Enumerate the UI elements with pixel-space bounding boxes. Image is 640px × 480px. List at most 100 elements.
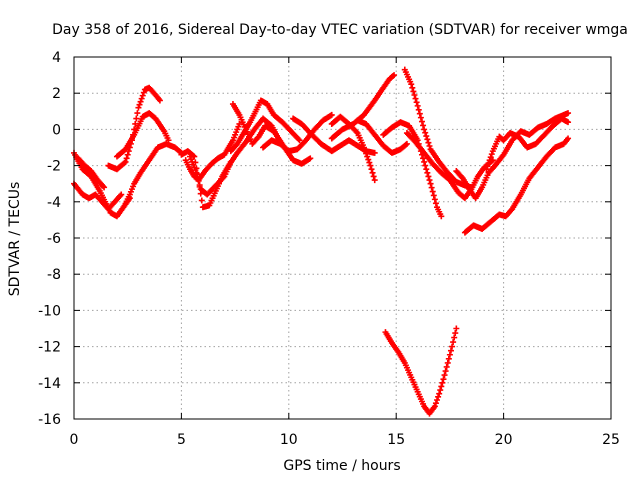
data-point: [408, 81, 415, 88]
data-point: [409, 84, 416, 91]
data-point: [360, 144, 367, 151]
data-point: [421, 126, 428, 133]
y-axis-label: SDTVAR / TECUs: [7, 182, 23, 297]
series-track-4: [105, 84, 163, 173]
data-point: [432, 200, 439, 207]
y-tick-label: -10: [38, 303, 61, 319]
data-point: [125, 148, 132, 155]
data-point: [439, 379, 446, 386]
data-point: [427, 180, 434, 187]
data-point: [367, 162, 374, 169]
data-point: [445, 355, 452, 362]
series-track-23: [382, 325, 460, 417]
data-point: [449, 343, 456, 350]
data-point: [410, 88, 417, 95]
data-point: [432, 400, 439, 407]
series-track-16: [354, 117, 410, 156]
y-tick-label: 0: [52, 122, 61, 138]
data-point: [438, 213, 445, 220]
data-point: [196, 182, 203, 189]
data-point: [434, 396, 441, 403]
data-point: [420, 155, 427, 162]
data-point: [366, 159, 373, 166]
data-point: [447, 347, 454, 354]
series-track-19: [403, 130, 496, 202]
data-point: [389, 73, 396, 80]
data-point: [123, 155, 130, 162]
data-point: [440, 376, 447, 383]
data-point: [428, 184, 435, 191]
data-point: [411, 92, 418, 99]
data-point: [296, 137, 303, 144]
data-point: [134, 110, 141, 117]
plot-frame: [73, 56, 612, 420]
data-point: [423, 133, 430, 140]
data-point: [442, 368, 449, 375]
y-tick-label: -12: [38, 340, 61, 356]
data-point: [121, 159, 128, 166]
series-track-17: [380, 119, 445, 220]
data-point: [424, 169, 431, 176]
data-point: [227, 158, 234, 165]
series-track-3: [75, 155, 108, 191]
data-point: [437, 387, 444, 394]
data-point: [430, 192, 437, 199]
x-tick-label: 25: [602, 432, 620, 448]
data-point: [423, 166, 430, 173]
data-point: [486, 157, 493, 164]
data-point: [124, 151, 131, 158]
data-point: [424, 136, 431, 143]
data-point: [416, 110, 423, 117]
data-point: [122, 158, 129, 165]
y-tick-label: 4: [52, 50, 61, 66]
grid-lines: [74, 57, 611, 419]
data-point: [418, 118, 425, 125]
series-track-21: [483, 115, 572, 173]
data-point: [295, 136, 302, 143]
data-point: [438, 383, 445, 390]
series-track-22: [461, 135, 572, 236]
data-point: [328, 111, 335, 118]
data-point: [443, 363, 450, 370]
data-point: [402, 141, 409, 148]
data-point: [369, 169, 376, 176]
data-point: [198, 197, 205, 204]
data-point: [371, 177, 378, 184]
data-point: [391, 72, 398, 79]
data-point: [435, 393, 442, 400]
x-tick-label: 20: [495, 432, 513, 448]
data-point: [365, 156, 372, 163]
series-track-9: [182, 120, 243, 184]
data-point: [371, 149, 378, 156]
x-tick-label: 10: [280, 432, 298, 448]
data-point: [453, 325, 460, 332]
data-point: [133, 115, 140, 122]
data-point: [156, 97, 163, 104]
data-point: [118, 191, 125, 198]
x-tick-label: 15: [387, 432, 405, 448]
data-point: [417, 114, 424, 121]
data-point: [363, 150, 370, 157]
data-point: [426, 177, 433, 184]
data-point: [403, 140, 410, 147]
data-point: [412, 95, 419, 102]
data-point: [138, 95, 145, 102]
y-tick-label: -14: [38, 376, 61, 392]
series-track-13: [290, 115, 378, 156]
data-point: [426, 142, 433, 149]
series-track-12: [260, 111, 335, 155]
y-tick-label: -8: [47, 267, 61, 283]
data-point: [362, 147, 369, 154]
data-point: [220, 174, 227, 181]
data-point: [429, 188, 436, 195]
data-point: [444, 359, 451, 366]
data-point: [420, 122, 427, 129]
data-point: [415, 106, 422, 113]
data-point: [101, 184, 108, 191]
y-tick-label: -2: [47, 159, 61, 175]
data-point: [190, 152, 197, 159]
data-series: [71, 66, 572, 417]
data-point: [485, 160, 492, 167]
y-tick-label: -6: [47, 231, 61, 247]
